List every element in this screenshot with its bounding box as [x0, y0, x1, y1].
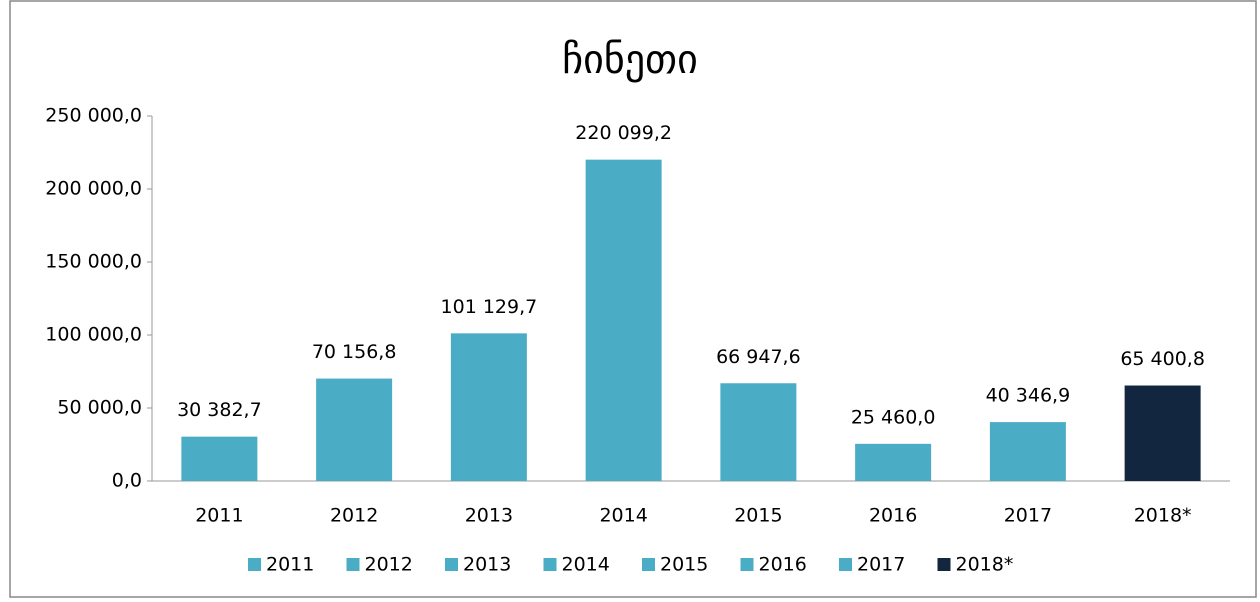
- legend-swatch: [445, 558, 458, 571]
- legend-swatch: [740, 558, 754, 571]
- legend-label: 2013: [463, 554, 511, 576]
- x-tick-label: 2014: [599, 505, 647, 527]
- legend-swatch: [248, 558, 261, 571]
- data-label: 66 947,6: [716, 346, 801, 368]
- y-tick-label: 250 000,0: [45, 105, 142, 127]
- x-tick-label: 2017: [1004, 505, 1052, 527]
- data-label: 30 382,7: [177, 399, 262, 421]
- legend-swatch: [839, 558, 852, 571]
- chart-title: ჩინეთი: [562, 37, 698, 83]
- data-label: 70 156,8: [312, 341, 397, 363]
- bar: [450, 333, 527, 481]
- data-label: 101 129,7: [441, 296, 538, 318]
- bar: [720, 383, 797, 481]
- x-tick-label: 2016: [869, 505, 917, 527]
- legend-label: 2012: [365, 554, 413, 576]
- legend-label: 2014: [562, 554, 610, 576]
- bar: [181, 436, 258, 481]
- y-tick-label: 50 000,0: [57, 397, 142, 419]
- legend-label: 2017: [857, 554, 905, 576]
- legend-swatch: [937, 558, 951, 571]
- x-tick-label: 2011: [195, 505, 243, 527]
- legend-swatch: [543, 558, 557, 571]
- legend-label: 2011: [266, 554, 314, 576]
- x-tick-label: 2013: [465, 505, 513, 527]
- legend-label: 2018*: [956, 554, 1014, 576]
- x-tick-label: 2012: [330, 505, 378, 527]
- bar: [316, 378, 393, 481]
- x-tick-label: 2018*: [1134, 505, 1192, 527]
- y-tick-label: 200 000,0: [45, 178, 142, 200]
- x-tick-label: 2015: [734, 505, 782, 527]
- data-label: 25 460,0: [851, 406, 936, 428]
- legend-swatch: [642, 558, 655, 571]
- data-label: 220 099,2: [575, 122, 672, 144]
- data-label: 65 400,8: [1120, 348, 1205, 370]
- bar: [1124, 385, 1201, 481]
- legend-label: 2016: [759, 554, 807, 576]
- bar: [989, 422, 1066, 481]
- y-tick-label: 100 000,0: [45, 324, 142, 346]
- legend-label: 2015: [660, 554, 708, 576]
- bar: [855, 443, 932, 481]
- y-tick-label: 0,0: [112, 470, 142, 492]
- legend-swatch: [346, 558, 360, 571]
- bar: [585, 159, 662, 482]
- y-tick-label: 150 000,0: [45, 251, 142, 273]
- data-label: 40 346,9: [986, 385, 1071, 407]
